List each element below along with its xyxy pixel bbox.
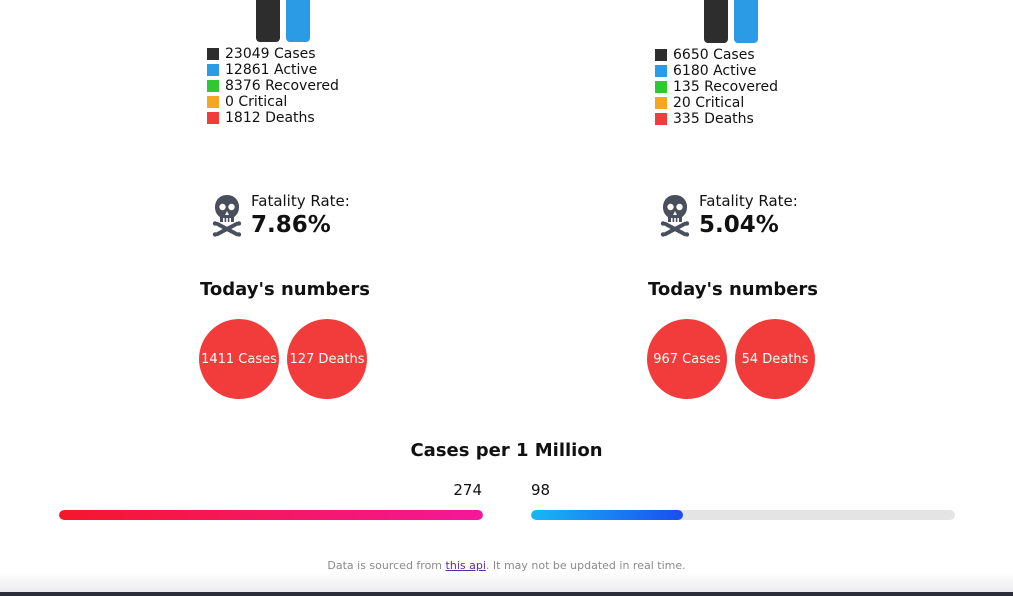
- cases-per-million-left-fill: [59, 510, 483, 520]
- legend-active-label: 6180 Active: [673, 63, 757, 79]
- legend-item-recovered: 8376 Recovered: [207, 78, 339, 94]
- active-bar: [286, 0, 310, 42]
- fatality-rate-block: Fatality Rate: 7.86%: [212, 192, 412, 244]
- active-swatch: [655, 65, 667, 77]
- cases-bar: [256, 0, 280, 42]
- legend-item-cases: 23049 Cases: [207, 46, 339, 62]
- recovered-swatch: [655, 81, 667, 93]
- cases-bar: [704, 0, 728, 43]
- legend-deaths-label: 1812 Deaths: [225, 110, 315, 126]
- cases-per-million-left-track: [59, 510, 483, 520]
- legend-item-deaths: 335 Deaths: [655, 111, 778, 127]
- footer-suffix: . It may not be updated in real time.: [485, 559, 686, 572]
- legend-critical-label: 0 Critical: [225, 94, 288, 110]
- deaths-swatch: [207, 112, 219, 124]
- skull-crossbones-icon: [660, 195, 690, 237]
- legend-cases-label: 6650 Cases: [673, 47, 755, 63]
- fatality-rate-label: Fatality Rate:: [251, 192, 350, 210]
- todays-numbers-circles: 1411 Cases 127 Deaths: [199, 319, 369, 401]
- legend-item-critical: 0 Critical: [207, 94, 339, 110]
- legend-item-recovered: 135 Recovered: [655, 79, 778, 95]
- legend-active-label: 12861 Active: [225, 62, 318, 78]
- cases-per-million-left-value: 274: [453, 481, 482, 499]
- today-cases-circle: 967 Cases: [647, 319, 727, 399]
- todays-numbers-heading: Today's numbers: [200, 279, 371, 300]
- legend-deaths-label: 335 Deaths: [673, 111, 754, 127]
- legend-item-cases: 6650 Cases: [655, 47, 778, 63]
- footer-prefix: Data is sourced from: [327, 559, 446, 572]
- legend-recovered-label: 8376 Recovered: [225, 78, 339, 94]
- legend-item-deaths: 1812 Deaths: [207, 110, 339, 126]
- cases-per-million-right-track: [531, 510, 955, 520]
- todays-numbers-circles: 967 Cases 54 Deaths: [647, 319, 817, 401]
- active-swatch: [207, 64, 219, 76]
- api-source-link[interactable]: this api: [445, 559, 486, 572]
- active-bar: [734, 0, 758, 43]
- stats-legend: 23049 Cases 12861 Active 8376 Recovered …: [207, 46, 339, 126]
- fatality-rate-label: Fatality Rate:: [699, 192, 798, 210]
- critical-swatch: [207, 96, 219, 108]
- legend-critical-label: 20 Critical: [673, 95, 745, 111]
- data-source-footer: Data is sourced from this api. It may no…: [0, 559, 1013, 572]
- legend-item-active: 12861 Active: [207, 62, 339, 78]
- legend-item-active: 6180 Active: [655, 63, 778, 79]
- recovered-swatch: [207, 80, 219, 92]
- legend-recovered-label: 135 Recovered: [673, 79, 778, 95]
- fatality-rate-value: 5.04%: [699, 212, 779, 238]
- cases-swatch: [655, 49, 667, 61]
- legend-item-critical: 20 Critical: [655, 95, 778, 111]
- skull-crossbones-icon: [212, 195, 242, 237]
- legend-cases-label: 23049 Cases: [225, 46, 316, 62]
- fatality-rate-block: Fatality Rate: 5.04%: [660, 192, 860, 244]
- cases-per-million-right-fill: [531, 510, 683, 520]
- deaths-swatch: [655, 113, 667, 125]
- cases-per-million-right-value: 98: [531, 481, 551, 499]
- today-deaths-circle: 54 Deaths: [735, 319, 815, 399]
- cases-per-million-heading: Cases per 1 Million: [410, 440, 603, 461]
- window-bottom-edge: [0, 592, 1013, 596]
- today-cases-circle: 1411 Cases: [199, 319, 279, 399]
- today-deaths-circle: 127 Deaths: [287, 319, 367, 399]
- stats-legend: 6650 Cases 6180 Active 135 Recovered 20 …: [655, 47, 778, 127]
- fatality-rate-value: 7.86%: [251, 212, 331, 238]
- cases-bar-chart: [704, 0, 764, 43]
- todays-numbers-heading: Today's numbers: [648, 279, 819, 300]
- cases-swatch: [207, 48, 219, 60]
- critical-swatch: [655, 97, 667, 109]
- cases-bar-chart: [256, 0, 316, 43]
